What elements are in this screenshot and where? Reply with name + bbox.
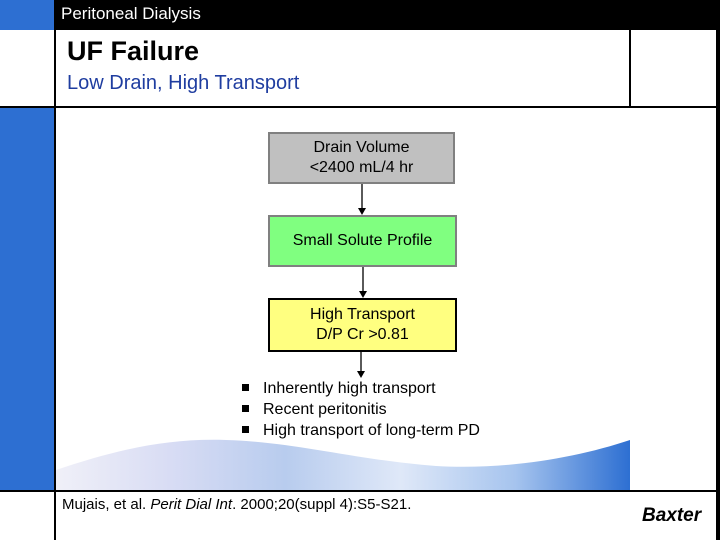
drain-volume-box: Drain Volume <2400 mL/4 hr xyxy=(268,132,455,184)
left-margin-top xyxy=(0,30,54,108)
header-accent-block xyxy=(0,0,54,30)
header-right-divider xyxy=(629,30,631,108)
decorative-wave xyxy=(56,439,630,490)
citation: Mujais, et al. Perit Dial Int. 2000;20(s… xyxy=(62,496,411,513)
citation-journal: Perit Dial Int xyxy=(150,496,233,513)
header-divider xyxy=(0,106,720,108)
bullet-square-icon xyxy=(242,384,249,391)
section-title: Peritoneal Dialysis xyxy=(61,4,201,23)
drain-volume-line2: <2400 mL/4 hr xyxy=(309,159,414,176)
citation-details: . 2000;20(suppl 4):S5-S21. xyxy=(232,496,412,513)
cause-list: Inherently high transport Recent periton… xyxy=(238,378,480,441)
left-accent-column xyxy=(0,108,54,492)
citation-authors: Mujais, et al. xyxy=(62,496,151,513)
header-bar: Peritoneal Dialysis xyxy=(0,0,720,30)
drain-volume-line1: Drain Volume xyxy=(313,139,410,156)
bullet-square-icon xyxy=(242,426,249,433)
high-transport-line2: D/P Cr >0.81 xyxy=(316,326,409,343)
high-transport-line1: High Transport xyxy=(310,306,415,323)
list-item: Inherently high transport xyxy=(238,378,480,399)
slide-title: UF Failure xyxy=(67,36,200,66)
baxter-logo: Baxter xyxy=(642,505,702,526)
arrow-3 xyxy=(357,352,365,378)
small-solute-profile-box: Small Solute Profile xyxy=(268,215,457,267)
list-item: High transport of long-term PD xyxy=(238,420,480,441)
slide-subtitle: Low Drain, High Transport xyxy=(67,72,300,94)
left-divider xyxy=(54,30,56,540)
right-edge-border xyxy=(716,30,720,540)
footer-divider xyxy=(0,490,720,492)
small-solute-profile-label: Small Solute Profile xyxy=(292,232,433,249)
arrow-1 xyxy=(358,184,366,215)
high-transport-box: High Transport D/P Cr >0.81 xyxy=(268,298,457,352)
list-item: Recent peritonitis xyxy=(238,399,480,420)
arrow-2 xyxy=(359,267,367,298)
bullet-square-icon xyxy=(242,405,249,412)
